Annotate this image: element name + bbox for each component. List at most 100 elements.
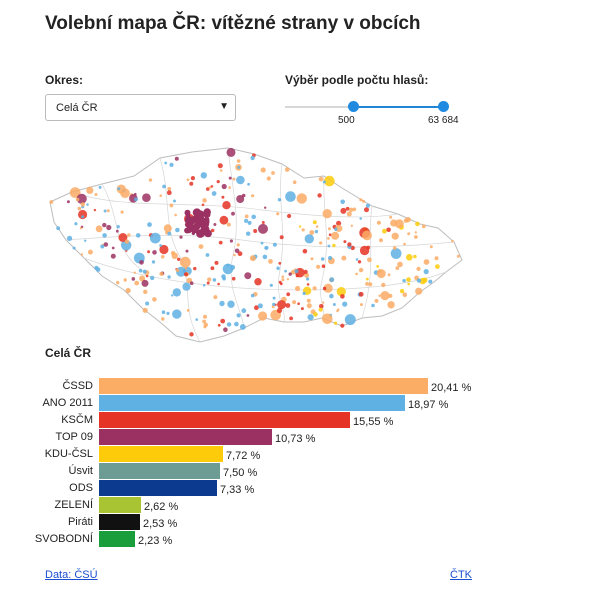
- municipality-dot: [318, 176, 324, 182]
- party-bar: [99, 514, 140, 530]
- municipalities-map[interactable]: [42, 140, 467, 350]
- municipality-dot: [376, 220, 381, 225]
- municipality-dot: [342, 301, 348, 307]
- municipality-dot: [260, 241, 264, 245]
- municipality-dot: [390, 248, 402, 259]
- party-row[interactable]: TOP 09 10,73 %: [0, 429, 600, 445]
- municipality-dot: [379, 238, 383, 243]
- municipality-dot: [143, 289, 148, 294]
- municipality-dot: [307, 314, 314, 321]
- municipality-dot: [102, 222, 107, 228]
- municipality-dot: [94, 265, 99, 270]
- party-row[interactable]: Úsvit 7,50 %: [0, 463, 600, 479]
- municipality-dot: [434, 256, 439, 261]
- municipality-dot: [228, 176, 232, 180]
- municipality-dot: [322, 313, 333, 325]
- municipality-dot: [319, 304, 324, 309]
- municipality-dot: [376, 269, 386, 279]
- party-bar: [99, 531, 135, 547]
- municipality-dot: [234, 248, 240, 254]
- municipality-dot: [221, 183, 227, 190]
- party-row[interactable]: SVOBODNÍ 2,23 %: [0, 531, 600, 547]
- municipality-dot: [278, 280, 282, 284]
- municipality-dot: [378, 294, 381, 297]
- municipality-dot: [226, 322, 232, 327]
- party-row[interactable]: KDU-ČSL 7,72 %: [0, 446, 600, 462]
- municipality-dot: [317, 193, 322, 198]
- party-row[interactable]: ANO 2011 18,97 %: [0, 395, 600, 411]
- page-title: Volební mapa ČR: vítězné strany v obcích: [45, 13, 421, 34]
- municipality-dot: [213, 295, 218, 300]
- municipality-dot: [365, 282, 369, 286]
- municipality-dot: [310, 257, 314, 261]
- municipality-dot: [302, 248, 308, 254]
- municipality-dot: [139, 275, 146, 282]
- party-percentage: 2,23 %: [138, 535, 173, 547]
- party-row[interactable]: ZELENÍ 2,62 %: [0, 497, 600, 513]
- municipality-dot: [406, 277, 411, 282]
- party-row[interactable]: Piráti 2,53 %: [0, 514, 600, 530]
- municipality-dot: [350, 224, 353, 227]
- municipality-dot: [332, 243, 336, 248]
- municipality-dot: [312, 286, 317, 291]
- credit-link[interactable]: ČTK: [450, 569, 472, 581]
- municipality-dot: [358, 267, 364, 273]
- district-select[interactable]: Celá ČR ▼: [45, 94, 236, 121]
- municipality-dot: [151, 260, 156, 264]
- municipality-dot: [203, 322, 208, 327]
- municipality-dot: [271, 171, 275, 175]
- municipality-dot: [160, 255, 165, 259]
- municipality-dot: [236, 175, 245, 185]
- municipality-dot: [279, 235, 284, 240]
- municipality-dot: [84, 239, 87, 242]
- municipality-dot: [219, 300, 225, 307]
- municipality-dot: [332, 303, 336, 306]
- party-bar: [99, 446, 223, 462]
- municipality-dot: [115, 229, 119, 233]
- party-bar: [99, 480, 217, 496]
- municipality-dot: [171, 252, 178, 259]
- party-name: Piráti: [67, 516, 93, 528]
- municipality-dot: [77, 206, 82, 211]
- municipality-dot: [247, 220, 252, 225]
- party-row[interactable]: ČSSD 20,41 %: [0, 378, 600, 394]
- municipality-dot: [186, 178, 190, 182]
- municipality-dot: [334, 321, 338, 325]
- municipality-dot: [415, 287, 423, 295]
- party-percentage: 18,97 %: [408, 399, 449, 411]
- municipality-dot: [327, 244, 331, 248]
- municipality-dot: [210, 228, 215, 233]
- data-source-link[interactable]: Data: ČSÚ: [45, 569, 98, 581]
- party-row[interactable]: KSČM 15,55 %: [0, 412, 600, 428]
- votes-slider-min-label: 500: [338, 115, 355, 126]
- municipality-dot: [234, 321, 239, 327]
- municipality-dot: [328, 233, 332, 237]
- municipality-dot: [403, 242, 406, 246]
- municipality-dot: [331, 231, 340, 240]
- party-name: SVOBODNÍ: [34, 533, 93, 545]
- municipality-dot: [219, 215, 229, 225]
- party-row[interactable]: ODS 7,33 %: [0, 480, 600, 496]
- municipality-dot: [423, 259, 430, 265]
- municipality-dot: [254, 278, 262, 286]
- country-outline: [49, 147, 463, 343]
- municipality-dot: [210, 185, 214, 188]
- municipality-dot: [286, 292, 291, 297]
- municipality-dot: [172, 288, 181, 297]
- municipality-dot: [402, 292, 408, 298]
- municipality-dot: [435, 264, 440, 269]
- municipality-dot: [211, 191, 217, 196]
- votes-slider-max-handle[interactable]: [438, 101, 449, 112]
- votes-slider-min-handle[interactable]: [348, 101, 359, 112]
- municipality-dot: [246, 231, 251, 236]
- municipality-dot: [167, 275, 171, 279]
- municipality-dot: [134, 197, 138, 202]
- municipality-dot: [314, 229, 319, 234]
- municipality-dot: [167, 186, 172, 191]
- municipality-dot: [150, 275, 155, 281]
- municipality-dot: [74, 222, 78, 226]
- municipality-dot: [164, 161, 168, 165]
- municipality-dot: [202, 284, 206, 287]
- municipality-dot: [284, 167, 290, 172]
- municipality-dot: [167, 231, 172, 236]
